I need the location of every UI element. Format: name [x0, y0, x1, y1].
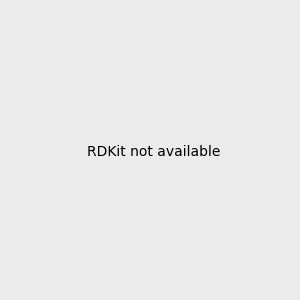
- Text: RDKit not available: RDKit not available: [87, 145, 220, 158]
